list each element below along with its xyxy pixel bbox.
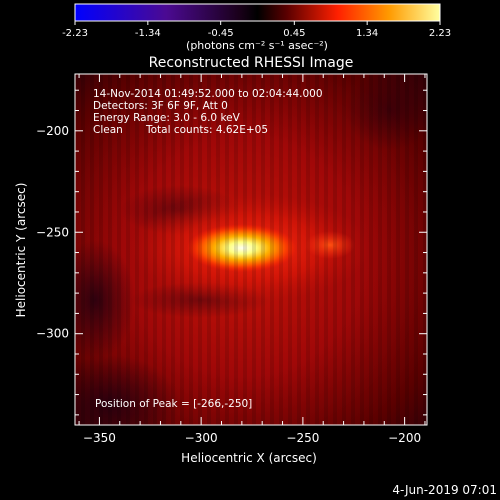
x-tick-label: −350 [83,431,116,445]
colorbar-tick-label: 1.34 [356,28,378,39]
colorbar-tick-label: 0.45 [283,28,305,39]
peak-position: Position of Peak = [-266,-250] [95,398,252,410]
colorbar-unit-label: (photons cm⁻² s⁻¹ asec⁻²) [186,39,328,52]
info-method: Clean [93,124,123,136]
heatmap-image [75,74,427,425]
y-axis-label: Heliocentric Y (arcsec) [14,183,28,318]
x-tick-label: −250 [286,431,319,445]
y-tick-label: −250 [36,225,69,239]
x-axis-label: Heliocentric X (arcsec) [181,451,317,465]
colorbar-tick-label: -2.23 [62,28,88,39]
colorbar-tick-label: -0.45 [208,28,234,39]
colorbar-gradient [74,3,441,22]
info-total-counts: Total counts: 4.62E+05 [145,124,268,136]
info-text: 14-Nov-2014 01:49:52.000 to 02:04:44.000… [93,88,323,410]
info-time-range: 14-Nov-2014 01:49:52.000 to 02:04:44.000 [93,88,323,100]
info-detectors: Detectors: 3F 6F 9F, Att 0 [93,100,228,112]
plot-frame [74,73,428,426]
x-tick-label: −200 [388,431,421,445]
colorbar-ticks: -2.23 -1.34 -0.45 0.45 1.34 2.23 [62,21,451,39]
colorbar-tick-label: -1.34 [135,28,161,39]
chart-title: Reconstructed RHESSI Image [149,55,354,71]
y-tick-label: −200 [36,124,69,138]
y-tick-label: −300 [36,327,69,341]
axes: −350 −300 −250 −200 −200 −250 −300 [36,74,427,445]
colorbar: -2.23 -1.34 -0.45 0.45 1.34 2.23 (photons cm⁻… [62,3,451,52]
info-energy-range: Energy Range: 3.0 - 6.0 keV [93,112,241,124]
colorbar-tick-label: 2.23 [429,28,451,39]
footer-date: 4-Jun-2019 07:01 [392,483,497,497]
x-tick-label: −300 [185,431,218,445]
